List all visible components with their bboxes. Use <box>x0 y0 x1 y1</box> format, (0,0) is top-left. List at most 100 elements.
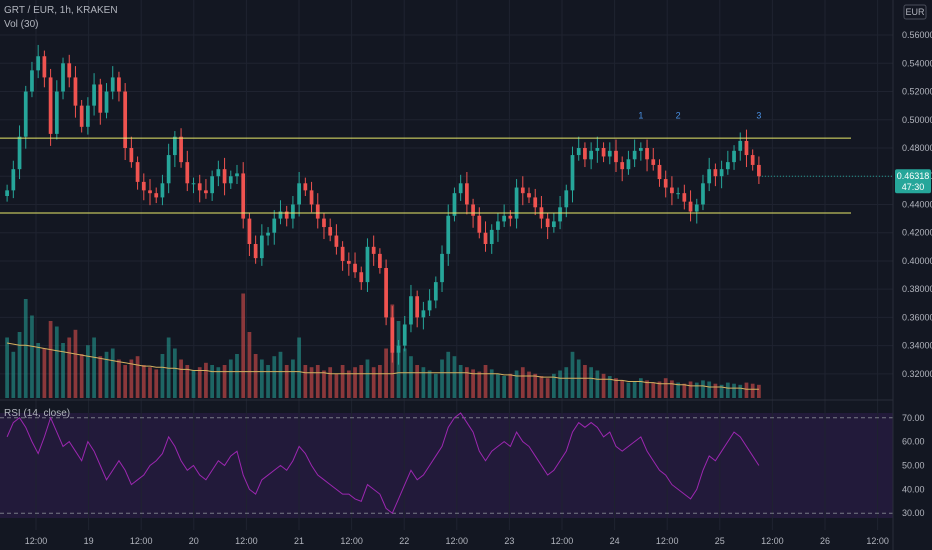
candle-body <box>452 193 457 216</box>
candle-body <box>564 190 569 208</box>
candle-body <box>30 70 34 92</box>
volume-bar <box>92 337 96 398</box>
volume-bar <box>61 343 65 398</box>
candle-body <box>309 190 314 205</box>
time-tick-label: 22 <box>399 536 409 546</box>
candle-body <box>738 140 743 151</box>
candle-body <box>757 164 761 177</box>
volume-bar <box>645 380 649 398</box>
volume-bar <box>694 382 699 398</box>
candle-body <box>67 63 72 78</box>
volume-bar <box>141 365 146 398</box>
volume-bar <box>551 373 556 398</box>
volume-bar <box>297 337 301 398</box>
candle-body <box>427 300 432 311</box>
rsi-axis[interactable]: 70.00 60.00 50.00 40.00 30.00 <box>902 413 925 518</box>
candle-body <box>259 235 264 259</box>
candle-body <box>645 148 649 160</box>
time-tick-label: 23 <box>504 536 514 546</box>
rsi-tick-label: 60.00 <box>902 437 925 447</box>
volume-bar <box>651 382 656 398</box>
candle-body <box>328 227 333 236</box>
volume-bar <box>545 378 550 398</box>
candle-body <box>701 183 705 205</box>
volume-bar <box>216 367 221 398</box>
candle-body <box>197 183 202 191</box>
volume-bar <box>433 373 438 398</box>
volume-bar <box>452 356 457 398</box>
time-tick-label: 12:00 <box>340 536 363 546</box>
candle-body <box>378 253 382 268</box>
volume-bar <box>564 367 569 398</box>
volume-bar <box>135 356 140 398</box>
volume-bar <box>98 356 103 398</box>
volume-bar <box>719 384 724 398</box>
wave-labels: 1 2 3 <box>638 110 761 120</box>
candle-body <box>440 253 444 283</box>
volume-bar <box>607 376 612 398</box>
volume-bar <box>346 370 351 398</box>
candle-body <box>191 183 196 185</box>
volume-bar <box>489 369 494 398</box>
candle-body <box>390 317 395 353</box>
candlesticks <box>5 44 761 365</box>
volume-legend[interactable]: Vol (30) <box>4 19 39 30</box>
volume-bar <box>172 348 177 398</box>
candle-body <box>663 179 668 188</box>
volume-bar <box>514 370 519 398</box>
time-tick-label: 12:00 <box>656 536 679 546</box>
candle-body <box>421 310 426 318</box>
candle-body <box>607 150 612 157</box>
candle-body <box>334 235 339 247</box>
candle-body <box>353 263 357 273</box>
price-tick-label: 0.34000 <box>902 341 932 351</box>
candle-body <box>303 183 308 191</box>
candle-body <box>73 77 78 106</box>
volume-bar <box>247 332 252 398</box>
rsi-legend[interactable]: RSI (14, close) <box>4 408 71 419</box>
volume-bar <box>204 362 208 398</box>
candle-body <box>365 246 370 283</box>
volume-bar <box>725 382 730 398</box>
candle-body <box>104 91 109 113</box>
candle-body <box>477 215 482 233</box>
candle-body <box>48 77 53 134</box>
candle-body <box>446 215 451 254</box>
horizontal-levels[interactable] <box>0 137 851 214</box>
candle-body <box>433 282 438 301</box>
volume-bar <box>638 378 643 398</box>
volume-bar <box>539 376 544 398</box>
candle-body <box>415 296 420 318</box>
currency-badge[interactable]: EUR <box>903 4 927 20</box>
volume-bar <box>17 332 22 398</box>
symbol-legend[interactable]: GRT / EUR, 1h, KRAKEN <box>4 5 118 16</box>
volume-bar <box>222 365 227 398</box>
volume-bar <box>48 321 53 398</box>
volume-bar <box>458 365 463 398</box>
time-tick-label: 26 <box>820 536 830 546</box>
time-tick-label: 24 <box>610 536 620 546</box>
volume-bar <box>663 378 668 398</box>
candle-body <box>527 193 531 198</box>
candle-body <box>713 169 718 177</box>
volume-ma-line <box>7 342 759 390</box>
volume-bar <box>670 380 674 398</box>
candle-body <box>135 162 140 182</box>
time-axis[interactable]: 12:00 19 12:00 20 12:00 21 12:00 22 12:00 23 12:00… <box>25 536 889 546</box>
candle-body <box>340 246 345 261</box>
volume-bar <box>328 367 333 398</box>
volume-bar <box>154 369 159 398</box>
price-tick-label: 0.32000 <box>902 369 932 379</box>
volume-bar <box>614 378 618 398</box>
volume-bar <box>79 354 84 398</box>
candle-body <box>117 77 121 92</box>
last-price: 0.46318 <box>897 171 930 181</box>
candle-body <box>284 211 289 219</box>
candle-body <box>315 204 320 219</box>
candle-body <box>632 150 637 160</box>
volume-bar <box>129 359 134 398</box>
candle-body <box>92 84 96 106</box>
candle-body <box>465 183 469 205</box>
candle-body <box>266 232 270 236</box>
